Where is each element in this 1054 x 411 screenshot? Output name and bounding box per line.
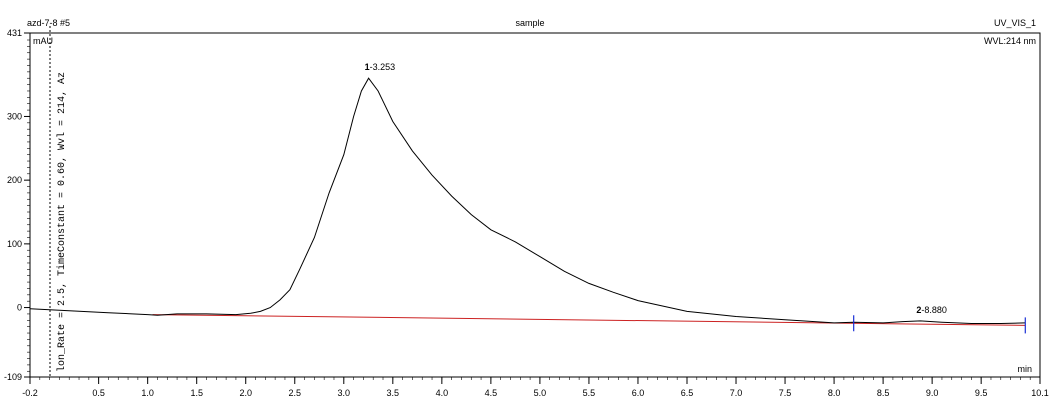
y-tick-label: 431 xyxy=(7,28,22,38)
x-tick-label: -0.2 xyxy=(22,388,38,398)
x-tick-label: 4.5 xyxy=(485,388,498,398)
x-tick-label: 2.5 xyxy=(288,388,301,398)
x-tick-label: 6.0 xyxy=(632,388,645,398)
y-tick-label: 300 xyxy=(7,111,22,121)
x-tick-label: 6.5 xyxy=(681,388,694,398)
x-tick-label: 2.0 xyxy=(239,388,252,398)
header-right: UV_VIS_1 xyxy=(994,18,1036,28)
x-tick-label: 9.0 xyxy=(926,388,939,398)
x-tick-label: 8.5 xyxy=(877,388,890,398)
wavelength-label: WVL:214 nm xyxy=(984,36,1036,46)
x-tick-label: 9.5 xyxy=(975,388,988,398)
y-tick-label: -109 xyxy=(4,372,22,382)
peak-number: 2 xyxy=(916,305,921,315)
uv-trace-line xyxy=(29,77,1026,324)
x-tick-label: 5.0 xyxy=(534,388,547,398)
header-left: azd-7-8 #5 xyxy=(27,18,70,28)
y-tick-label: 100 xyxy=(7,239,22,249)
x-tick-label: 1.5 xyxy=(190,388,203,398)
x-tick-label: 3.0 xyxy=(338,388,351,398)
x-tick-label: 8.0 xyxy=(828,388,841,398)
x-tick-label: 5.5 xyxy=(583,388,596,398)
y-unit-label: mAU xyxy=(33,36,53,46)
peak-label: 2-8.880 xyxy=(916,305,947,315)
peak-retention-time: -8.880 xyxy=(921,305,947,315)
integration-baseline xyxy=(152,314,1026,326)
x-tick-label: 1.0 xyxy=(141,388,154,398)
axis-ticks: -0.2 0.5 1.0 1.5 2.0 2.5 3.0 3.5 4.0 4.5 5.0 5.5 6.0… xyxy=(4,28,1049,398)
x-tick-label: 3.5 xyxy=(387,388,400,398)
x-tick-label: 4.0 xyxy=(436,388,449,398)
vertical-parameter-note: lon_Rate = 2.5, TimeConstant = 0.60, Wvl… xyxy=(56,72,68,372)
peak-retention-time: -3.253 xyxy=(370,62,396,72)
peak-label: 1-3.253 xyxy=(365,62,396,72)
x-tick-label: 7.0 xyxy=(730,388,743,398)
peak-number: 1 xyxy=(365,62,370,72)
x-unit-label: min xyxy=(1017,364,1032,374)
y-tick-label: 200 xyxy=(7,175,22,185)
x-tick-label: 10.1 xyxy=(1031,388,1049,398)
plot-frame xyxy=(29,32,1041,378)
header-center: sample xyxy=(515,18,544,28)
plot-area: 1-3.253 2-8.880 xyxy=(29,62,1026,334)
x-tick-label: 7.5 xyxy=(779,388,792,398)
x-tick-label: 0.5 xyxy=(92,388,105,398)
y-tick-label: 0 xyxy=(17,303,22,313)
